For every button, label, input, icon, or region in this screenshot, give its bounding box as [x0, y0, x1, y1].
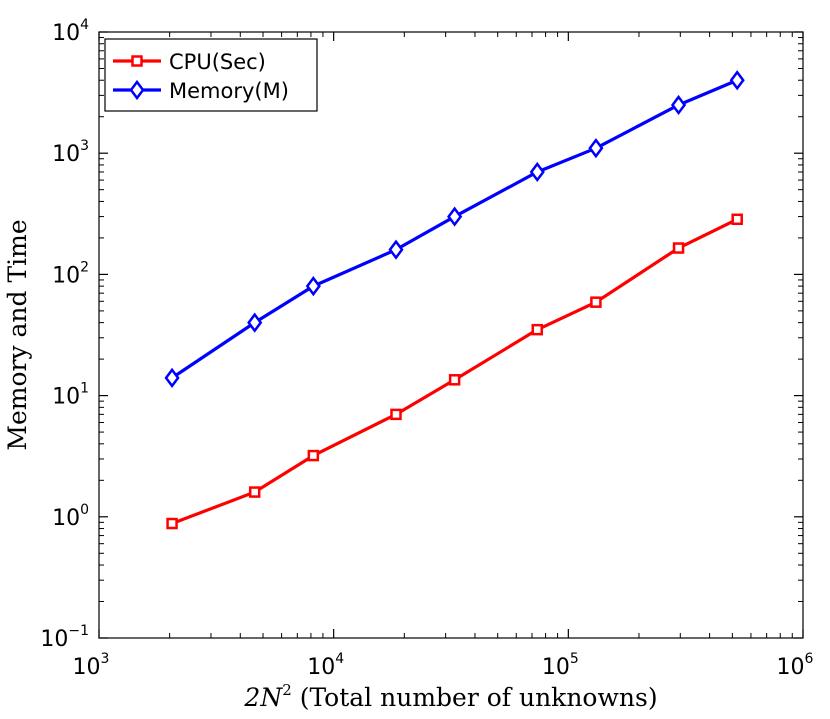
x-axis-label-math-exp: 2	[282, 681, 292, 699]
x-axis-label-text: (Total number of unknowns)	[292, 683, 658, 712]
y-tick-label: 100	[52, 502, 89, 531]
y-axis-label: Memory and Time	[3, 219, 32, 450]
y-tick-label: 102	[52, 259, 89, 288]
x-tick-label: 103	[73, 651, 110, 680]
y-tick-label: 103	[52, 138, 89, 167]
legend-label-memory: Memory(M)	[169, 79, 289, 103]
x-tick-label: 104	[307, 651, 344, 680]
y-tick-label: 104	[52, 17, 89, 46]
memory-data-point	[164, 367, 180, 388]
memory-data-point	[729, 70, 745, 91]
memory-data-point	[247, 312, 263, 333]
legend: CPU(Sec) Memory(M)	[104, 38, 318, 112]
memory-data-point	[447, 206, 463, 227]
memory-data-point	[305, 276, 321, 297]
y-tick-label: 101	[52, 381, 89, 410]
cpu-data-point	[731, 213, 743, 226]
cpu-data-point	[307, 449, 320, 462]
cpu-data-point	[166, 517, 178, 530]
x-axis-label-math-base: 2N	[243, 683, 283, 712]
x-axis-label: 2N2 (Total number of unknowns)	[243, 681, 657, 712]
cpu-data-point	[390, 408, 402, 421]
cpu-data-point	[448, 374, 461, 386]
y-tick-label: 10−1	[40, 623, 89, 652]
cpu-data-point	[248, 486, 261, 498]
legend-box	[104, 38, 318, 112]
cpu-data-point	[590, 296, 602, 308]
cpu-data-point	[672, 242, 685, 254]
legend-marker-memory	[129, 79, 145, 101]
series-layer	[164, 70, 745, 530]
cpu-data-point	[531, 323, 544, 336]
ticks-layer: 103 104 105 106 10−1 100 101 102 103 104	[40, 17, 813, 680]
x-tick-label: 106	[777, 651, 814, 680]
legend-label-cpu: CPU(Sec)	[169, 50, 266, 74]
memory-data-point	[588, 138, 604, 159]
memory-data-point	[388, 239, 404, 260]
memory-data-point	[670, 94, 687, 116]
x-tick-label: 105	[542, 651, 579, 680]
plot-area	[98, 31, 804, 639]
legend-marker-cpu	[131, 55, 143, 67]
legend-items: CPU(Sec) Memory(M)	[113, 50, 289, 103]
memory-data-point	[529, 161, 545, 183]
